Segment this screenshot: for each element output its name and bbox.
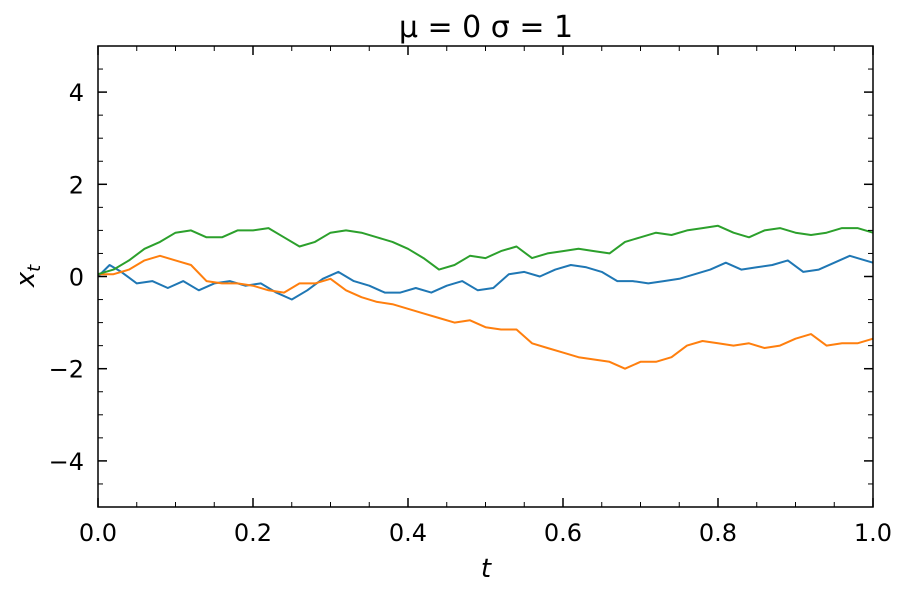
x-tick-label: 0.2 xyxy=(234,519,272,547)
series-line-3 xyxy=(97,224,874,276)
y-tick-label: −2 xyxy=(49,356,84,384)
plot-area xyxy=(97,45,874,508)
y-tick-label: 4 xyxy=(69,79,84,107)
x-tick-labels: 0.0 0.2 0.4 0.6 0.8 1.0 xyxy=(79,519,892,547)
y-tick-label: 2 xyxy=(69,171,84,199)
y-tick-labels: −4 −2 0 2 4 xyxy=(49,79,84,476)
x-tick-label: 0.0 xyxy=(79,519,117,547)
x-tick-label: 0.8 xyxy=(699,519,737,547)
series-line-1 xyxy=(97,254,874,301)
series-group xyxy=(97,224,874,370)
y-tick-label: 0 xyxy=(69,264,84,292)
y-axis-label-main: x xyxy=(11,271,41,288)
x-tick-label: 0.4 xyxy=(389,519,427,547)
y-axis-label: xt xyxy=(11,264,45,288)
chart-title: μ = 0 σ = 1 xyxy=(399,10,573,45)
y-axis-label-subscript: t xyxy=(24,264,45,272)
y-tick-label: −4 xyxy=(49,448,84,476)
x-tick-label: 1.0 xyxy=(854,519,892,547)
x-axis-label: t xyxy=(481,554,492,584)
series-line-2 xyxy=(98,254,874,370)
plot-frame xyxy=(97,45,874,508)
x-tick-label: 0.6 xyxy=(544,519,582,547)
tick-marks xyxy=(97,45,874,508)
